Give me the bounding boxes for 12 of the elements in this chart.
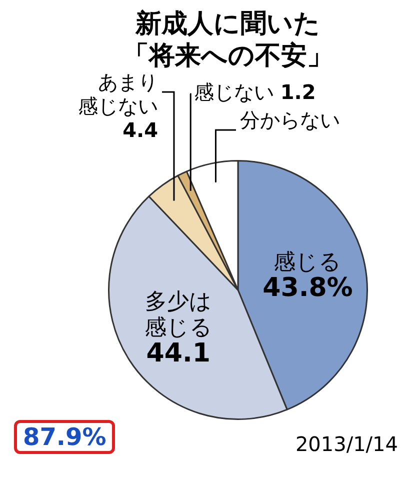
data-label: 4.4: [122, 118, 158, 142]
data-label: 43.8%: [262, 272, 353, 303]
slice-label: 分からない: [240, 108, 340, 132]
slice-label: 感じない: [194, 80, 274, 104]
data-label: 1.2: [280, 80, 316, 104]
slice-label: 多少は感じる: [144, 289, 212, 340]
slice-label: あまり感じない: [78, 70, 158, 118]
text: 87.9%: [14, 420, 116, 454]
chart-title: 新成人に聞いた「将来への不安」: [122, 8, 334, 72]
text: 2013/1/14: [295, 432, 398, 456]
slice-label: 感じる: [274, 250, 342, 275]
data-label: 44.1: [146, 338, 210, 368]
